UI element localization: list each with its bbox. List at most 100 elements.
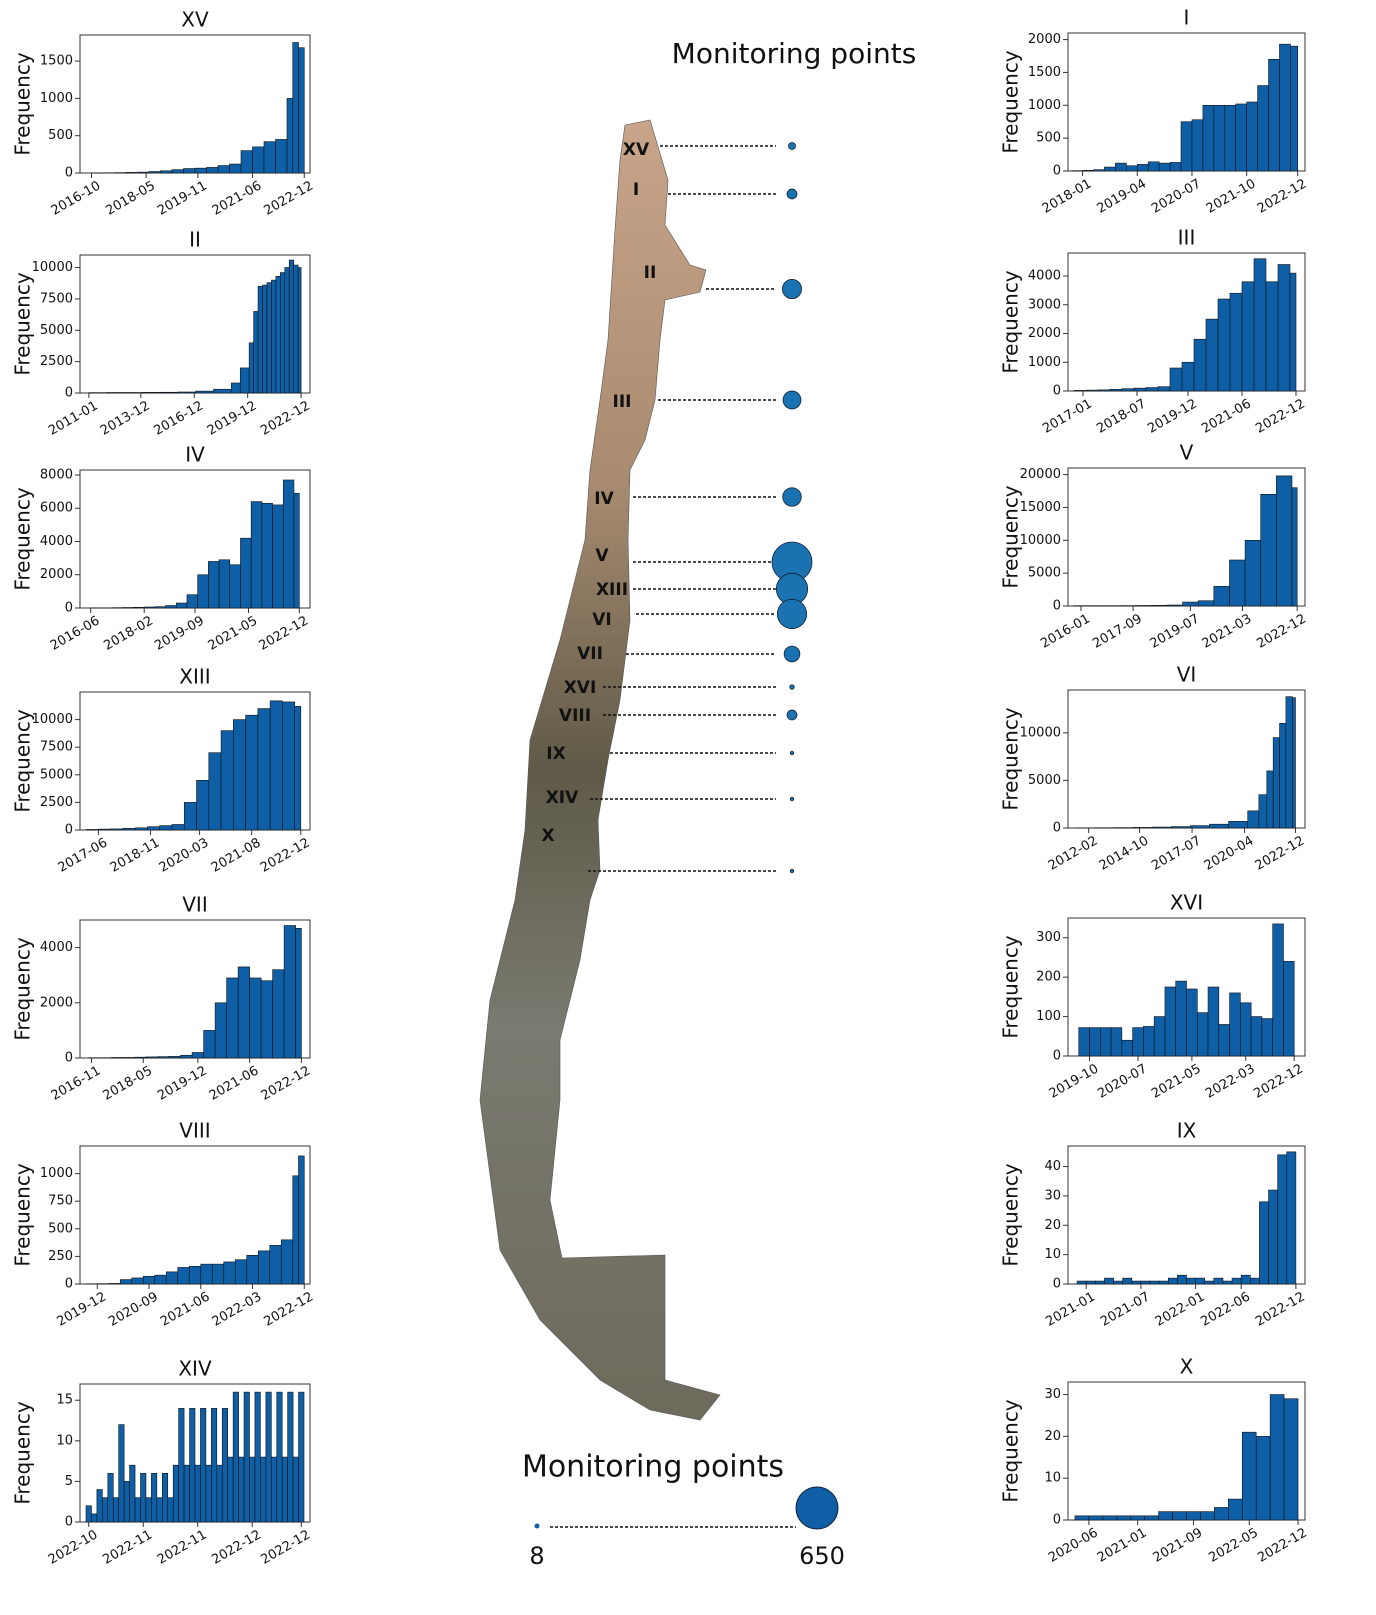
x-tick-label: 2022-06 <box>1198 1290 1253 1330</box>
body: {"chart_data": [ {"type": "histogram", "… <box>0 0 1376 1615</box>
y-axis-label: Frequency <box>999 935 1023 1038</box>
bubble-title: Monitoring points <box>672 37 917 70</box>
bar <box>271 280 275 393</box>
bar <box>299 1156 305 1284</box>
x-tick-label: 2017-09 <box>1090 612 1145 652</box>
bar <box>1218 299 1230 391</box>
x-tick-label: 2021-03 <box>1200 612 1255 652</box>
y-tick-label: 10000 <box>1020 533 1061 548</box>
bar <box>1192 120 1203 171</box>
chart-title: VIII <box>179 1119 210 1143</box>
bar <box>1104 1278 1113 1284</box>
bubble <box>783 391 801 409</box>
region-label: III <box>613 392 632 412</box>
bar <box>1287 1152 1296 1284</box>
bar <box>200 1408 205 1522</box>
y-tick-label: 0 <box>65 386 73 401</box>
bar <box>184 802 196 830</box>
bar <box>1214 1507 1228 1520</box>
y-tick-label: 0 <box>1053 821 1061 836</box>
bar <box>208 561 219 608</box>
y-tick-label: 4000 <box>1028 269 1061 284</box>
bar <box>1208 987 1219 1056</box>
region-label: XIV <box>546 788 579 808</box>
bar <box>1203 105 1214 171</box>
y-tick-label: 20 <box>1044 1218 1061 1233</box>
x-tick-label: 2021-07 <box>1098 1290 1153 1330</box>
x-tick-label: 2021-05 <box>206 614 261 654</box>
legend-label: 650 <box>799 1542 845 1570</box>
bar <box>215 1003 227 1058</box>
bar <box>262 503 273 608</box>
y-tick-label: 5 <box>65 1474 73 1489</box>
bar <box>1232 1278 1241 1284</box>
bar <box>120 1280 132 1284</box>
bar <box>228 1457 233 1522</box>
chart-title: XIV <box>178 1357 212 1381</box>
y-axis-label: Frequency <box>11 52 35 155</box>
bar <box>143 1276 155 1284</box>
y-tick-label: 2000 <box>1028 32 1061 47</box>
bar <box>258 1251 270 1284</box>
y-tick-label: 10 <box>56 1433 73 1448</box>
region-label: I <box>633 180 639 200</box>
y-tick-label: 30 <box>1044 1188 1061 1203</box>
bar <box>1279 44 1290 171</box>
bar <box>227 978 239 1058</box>
bar <box>1083 170 1094 171</box>
x-tick-label: 2021-05 <box>1149 1062 1204 1102</box>
bar <box>112 1057 124 1058</box>
bar <box>1146 388 1158 391</box>
bar <box>178 1267 190 1284</box>
x-tick-label: 2022-11 <box>155 1528 210 1568</box>
y-tick-label: 1000 <box>1028 98 1061 113</box>
bar <box>138 172 150 173</box>
x-tick-label: 2012-02 <box>1046 834 1101 874</box>
bar <box>249 343 253 393</box>
bar <box>1283 961 1294 1056</box>
bar <box>276 276 280 393</box>
x-tick-label: 2019-12 <box>205 399 260 439</box>
bar <box>124 1481 129 1522</box>
bar <box>299 1392 304 1522</box>
x-tick-label: 2022-12 <box>258 1528 313 1568</box>
bar <box>1145 1516 1159 1520</box>
bar <box>1104 167 1115 171</box>
bar <box>214 389 232 393</box>
bar <box>141 1473 146 1522</box>
bar <box>1267 771 1273 828</box>
bar <box>298 268 301 393</box>
chart-title: IX <box>1177 1119 1197 1143</box>
region-label: V <box>595 546 609 566</box>
x-tick-label: 2016-12 <box>151 399 206 439</box>
bar <box>1187 989 1198 1056</box>
bar <box>119 1425 124 1522</box>
bar <box>195 168 207 173</box>
x-tick-label: 2020-03 <box>157 836 212 876</box>
bar <box>211 1408 216 1522</box>
bar <box>1114 1281 1123 1284</box>
y-axis-label: Frequency <box>999 707 1023 810</box>
bar <box>254 311 258 393</box>
bar <box>1270 1395 1284 1520</box>
bar <box>281 1240 293 1284</box>
x-tick-label: 2022-12 <box>1255 1526 1310 1566</box>
y-tick-label: 40 <box>1044 1159 1061 1174</box>
bar <box>295 706 301 830</box>
bar <box>1194 339 1206 391</box>
x-tick-label: 2022-01 <box>1153 1290 1208 1330</box>
x-tick-label: 2021-06 <box>1199 397 1254 437</box>
chart-title: VII <box>182 893 207 917</box>
bar <box>195 1465 200 1522</box>
bar <box>1196 1278 1205 1284</box>
y-tick-label: 0 <box>65 601 73 616</box>
chart-title: XVI <box>1170 891 1203 915</box>
y-tick-label: 5000 <box>1028 773 1061 788</box>
bar <box>1254 259 1266 391</box>
bar <box>231 383 240 393</box>
bar <box>146 1498 151 1522</box>
bar <box>294 493 299 608</box>
bar <box>273 970 285 1058</box>
y-tick-label: 20000 <box>1020 467 1061 482</box>
bar <box>146 1057 158 1058</box>
